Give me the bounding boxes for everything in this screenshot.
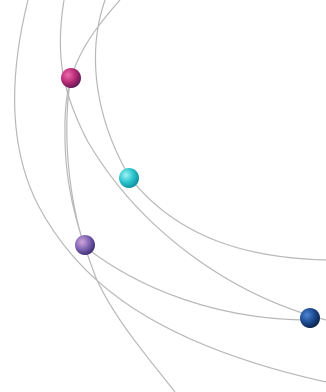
arc-group <box>14 0 326 392</box>
arc-5 <box>66 81 85 247</box>
cyan-dot <box>119 168 139 188</box>
arc-4 <box>64 0 176 392</box>
arc-3 <box>94 0 326 261</box>
arc-6 <box>83 245 311 321</box>
arc-2 <box>59 0 326 321</box>
navy-dot <box>300 308 320 328</box>
arc-1 <box>14 0 326 383</box>
lavender-dot <box>75 235 95 255</box>
magenta-dot <box>61 68 81 88</box>
